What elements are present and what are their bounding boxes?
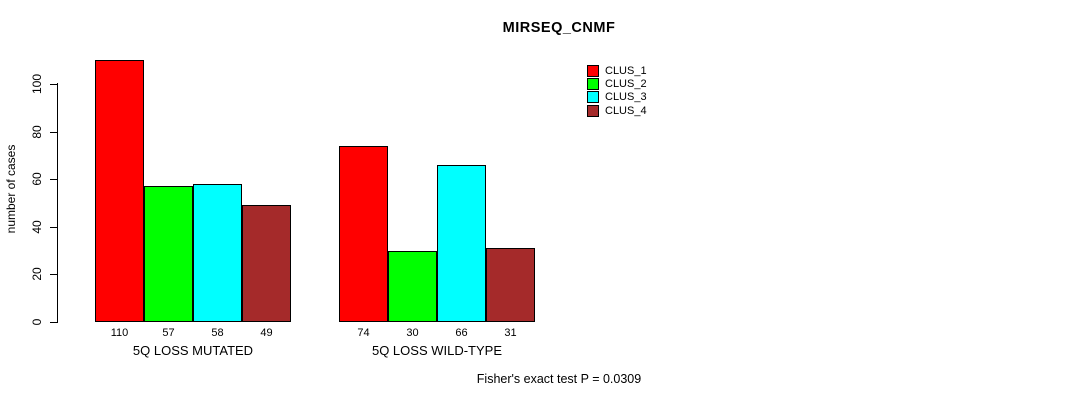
bar-value-label: 66 [455, 327, 468, 339]
legend-label: CLUS_1 [605, 64, 647, 77]
chart-title: MIRSEQ_CNMF [502, 20, 616, 36]
y-tick-label: 100 [30, 73, 44, 95]
legend: CLUS_1 CLUS_2 CLUS_3 CLUS_4 [587, 64, 647, 117]
y-tick-label: 40 [30, 220, 44, 234]
x-category-label: 5Q LOSS MUTATED [132, 343, 254, 358]
legend-item-clus_4: CLUS_4 [587, 104, 647, 117]
legend-swatch-icon [587, 91, 599, 104]
bar-clus_1-group2 [339, 145, 388, 322]
bar-value-label: 49 [260, 327, 273, 339]
y-axis-label: number of cases [4, 144, 18, 234]
bar-clus_3-group1 [193, 183, 242, 322]
legend-swatch-icon [587, 64, 599, 77]
y-tick-mark [50, 274, 57, 276]
legend-swatch-icon [587, 77, 599, 90]
footnote-text: Fisher's exact test P = 0.0309 [476, 372, 642, 386]
bar-value-label: 57 [162, 327, 175, 339]
bar-value-label: 58 [211, 327, 224, 339]
bar-value-label: 74 [357, 327, 370, 339]
y-tick-mark [50, 226, 57, 228]
y-tick-label: 20 [30, 267, 44, 282]
legend-label: CLUS_3 [605, 91, 647, 104]
y-tick-mark [50, 179, 57, 181]
bar-clus_1-group1 [95, 60, 144, 322]
y-tick-label: 60 [30, 172, 44, 186]
legend-label: CLUS_4 [605, 104, 647, 117]
bar-clus_2-group2 [388, 250, 437, 322]
legend-item-clus_1: CLUS_1 [587, 64, 647, 77]
legend-item-clus_2: CLUS_2 [587, 77, 647, 90]
y-axis-line [57, 83, 58, 323]
bar-value-label: 31 [504, 327, 517, 339]
legend-label: CLUS_2 [605, 77, 647, 90]
y-tick-label: 80 [30, 124, 44, 139]
y-tick-mark [50, 84, 57, 85]
bar-clus_4-group2 [486, 248, 535, 322]
bar-clus_2-group1 [144, 186, 193, 322]
bar-clus_4-group1 [242, 205, 291, 322]
legend-swatch-icon [587, 104, 599, 117]
bar-value-label: 30 [406, 327, 419, 339]
bar-clus_3-group2 [437, 164, 486, 322]
y-tick-mark [50, 322, 57, 323]
bar-value-label: 110 [110, 327, 129, 339]
y-tick-mark [50, 131, 57, 133]
x-category-label: 5Q LOSS WILD-TYPE [371, 343, 503, 358]
legend-item-clus_3: CLUS_3 [587, 91, 647, 104]
y-tick-label: 0 [30, 318, 44, 326]
